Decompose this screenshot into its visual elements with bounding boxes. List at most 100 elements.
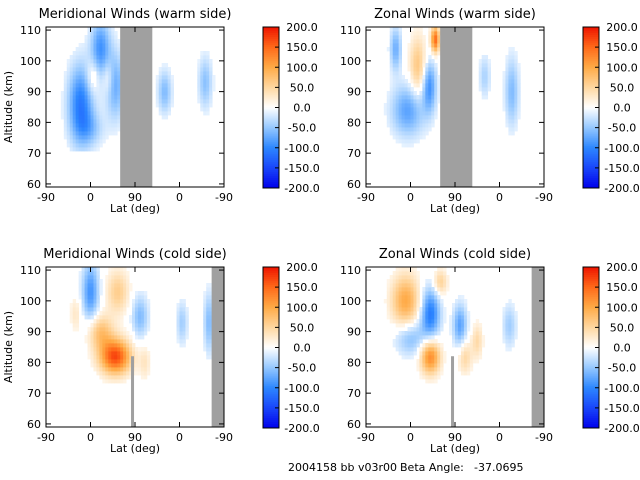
heat-cell (126, 331, 130, 336)
heat-cell (209, 99, 213, 104)
heat-cell (60, 99, 65, 104)
heat-cell (75, 311, 80, 316)
colorbar-cell (263, 389, 279, 393)
heat-cell (75, 315, 80, 320)
heat-cell (419, 319, 423, 324)
heat-cell (440, 307, 444, 312)
heat-cell (96, 75, 100, 80)
heat-cell (449, 327, 453, 332)
heat-cell (117, 87, 121, 92)
heat-cell (425, 63, 429, 68)
colorbar-cell (583, 61, 599, 64)
heat-cell (505, 83, 509, 88)
heat-cell (137, 307, 142, 312)
heat-cell (410, 91, 414, 96)
heat-cell (96, 43, 100, 48)
colorbar-cell (263, 355, 279, 359)
heat-cell (398, 91, 402, 96)
heat-cell (206, 319, 210, 324)
heat-cell (425, 83, 429, 88)
heat-cell (431, 319, 435, 324)
heat-cell (84, 115, 88, 120)
heat-cell (96, 303, 100, 308)
heat-cell (105, 379, 109, 384)
heat-cell (72, 51, 77, 56)
heat-cell (96, 279, 100, 284)
heat-cell (93, 147, 97, 152)
heat-cell (81, 131, 85, 136)
colorbar-cell (583, 87, 599, 90)
heat-cell (176, 327, 180, 332)
colorbar-cell (583, 313, 599, 316)
heat-cell (505, 339, 509, 344)
heat-cell (111, 291, 115, 296)
heat-cell (108, 307, 112, 312)
heat-cell (123, 307, 127, 312)
heat-cell (111, 307, 115, 312)
heat-cell (434, 279, 438, 284)
heat-cell (511, 131, 515, 136)
heat-cell (416, 303, 420, 308)
x-tick-label: -90 (37, 191, 55, 204)
heat-cell (105, 291, 109, 296)
heat-cell (398, 279, 402, 284)
heat-cell (428, 63, 432, 68)
heat-cell (475, 339, 480, 344)
heat-cell (484, 55, 489, 60)
heat-cell (75, 147, 80, 152)
colorbar-cell (263, 271, 279, 274)
colorbar-tick-label: 150.0 (286, 281, 318, 294)
heat-cell (105, 355, 109, 360)
colorbar-cell (263, 369, 279, 373)
heat-cell (410, 115, 414, 120)
heat-cell (78, 127, 82, 132)
colorbar-cell (263, 321, 279, 324)
heat-cell (78, 99, 82, 104)
heat-cell (108, 379, 112, 384)
heat-cell (425, 307, 429, 312)
heat-cell (108, 111, 112, 116)
heat-cell (93, 359, 97, 364)
heat-cell (69, 319, 74, 324)
colorbar-cell (263, 421, 279, 425)
heat-cell (108, 75, 112, 80)
heat-cell (392, 103, 397, 108)
heat-cell (108, 359, 112, 364)
heat-cell (99, 139, 103, 144)
heat-cell (505, 63, 509, 68)
heat-cell (60, 95, 65, 100)
heat-cell (466, 327, 471, 332)
heat-cell (463, 343, 468, 348)
heat-cell (93, 267, 97, 272)
heat-cell (146, 311, 151, 316)
heat-cell (437, 95, 441, 100)
heat-cell (111, 31, 115, 36)
colorbar-cell (583, 289, 599, 292)
heat-cell (437, 275, 441, 280)
heat-cell (167, 107, 171, 112)
heat-cell (81, 99, 85, 104)
heat-cell (407, 279, 411, 284)
heat-cell (120, 331, 124, 336)
heat-cell (443, 275, 447, 280)
heat-cell (428, 299, 432, 304)
heat-cell (164, 91, 169, 96)
heat-cell (87, 95, 91, 100)
heat-cell (437, 79, 441, 84)
colorbar-cell (583, 405, 599, 409)
heat-cell (158, 107, 163, 112)
heat-cell (428, 79, 432, 84)
colorbar-tick-label: 200.0 (286, 21, 318, 34)
heat-cell (72, 131, 77, 136)
heat-cell (209, 83, 213, 88)
colorbar-cell (583, 163, 599, 167)
heat-cell (87, 327, 91, 332)
heat-cell (102, 115, 106, 120)
heat-cell (111, 55, 115, 60)
heat-cell (416, 295, 420, 300)
heat-cell (203, 331, 207, 336)
colorbar-cell (263, 49, 279, 52)
heat-cell (155, 99, 160, 104)
heat-cell (158, 95, 163, 100)
heat-cell (63, 95, 68, 100)
